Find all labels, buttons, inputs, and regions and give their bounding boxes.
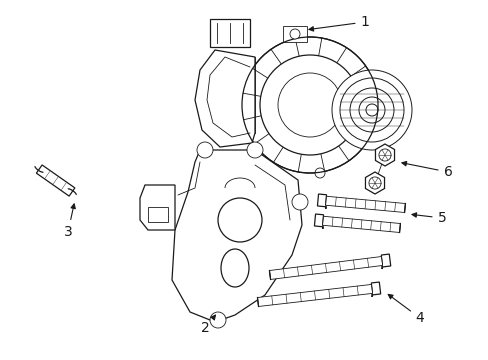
- Circle shape: [365, 104, 377, 116]
- Circle shape: [378, 149, 390, 161]
- Polygon shape: [322, 216, 400, 233]
- Ellipse shape: [221, 249, 248, 287]
- Text: 6: 6: [401, 162, 451, 179]
- Polygon shape: [375, 144, 394, 166]
- Polygon shape: [257, 284, 372, 306]
- Polygon shape: [140, 185, 175, 230]
- Circle shape: [339, 78, 403, 142]
- Circle shape: [218, 198, 262, 242]
- Circle shape: [291, 194, 307, 210]
- Text: 1: 1: [308, 15, 368, 31]
- Circle shape: [197, 142, 213, 158]
- Polygon shape: [36, 165, 75, 196]
- Circle shape: [246, 142, 263, 158]
- Circle shape: [260, 55, 359, 155]
- Circle shape: [289, 29, 299, 39]
- Polygon shape: [370, 282, 380, 297]
- Circle shape: [349, 88, 393, 132]
- Polygon shape: [269, 257, 382, 279]
- Text: 2: 2: [200, 315, 215, 335]
- Circle shape: [209, 312, 225, 328]
- Circle shape: [358, 97, 384, 123]
- Polygon shape: [195, 50, 254, 147]
- Circle shape: [368, 177, 380, 189]
- Polygon shape: [172, 150, 302, 322]
- Text: 4: 4: [387, 294, 424, 325]
- Polygon shape: [317, 194, 326, 209]
- Polygon shape: [314, 214, 323, 229]
- Circle shape: [278, 73, 341, 137]
- Bar: [209, 19, 249, 47]
- Polygon shape: [365, 172, 384, 194]
- Text: 5: 5: [411, 211, 446, 225]
- Text: 3: 3: [63, 204, 75, 239]
- Circle shape: [242, 37, 377, 173]
- Bar: [148, 207, 168, 222]
- Bar: [283, 26, 306, 42]
- Polygon shape: [325, 196, 405, 212]
- Polygon shape: [381, 254, 390, 269]
- Circle shape: [331, 70, 411, 150]
- Circle shape: [314, 168, 325, 178]
